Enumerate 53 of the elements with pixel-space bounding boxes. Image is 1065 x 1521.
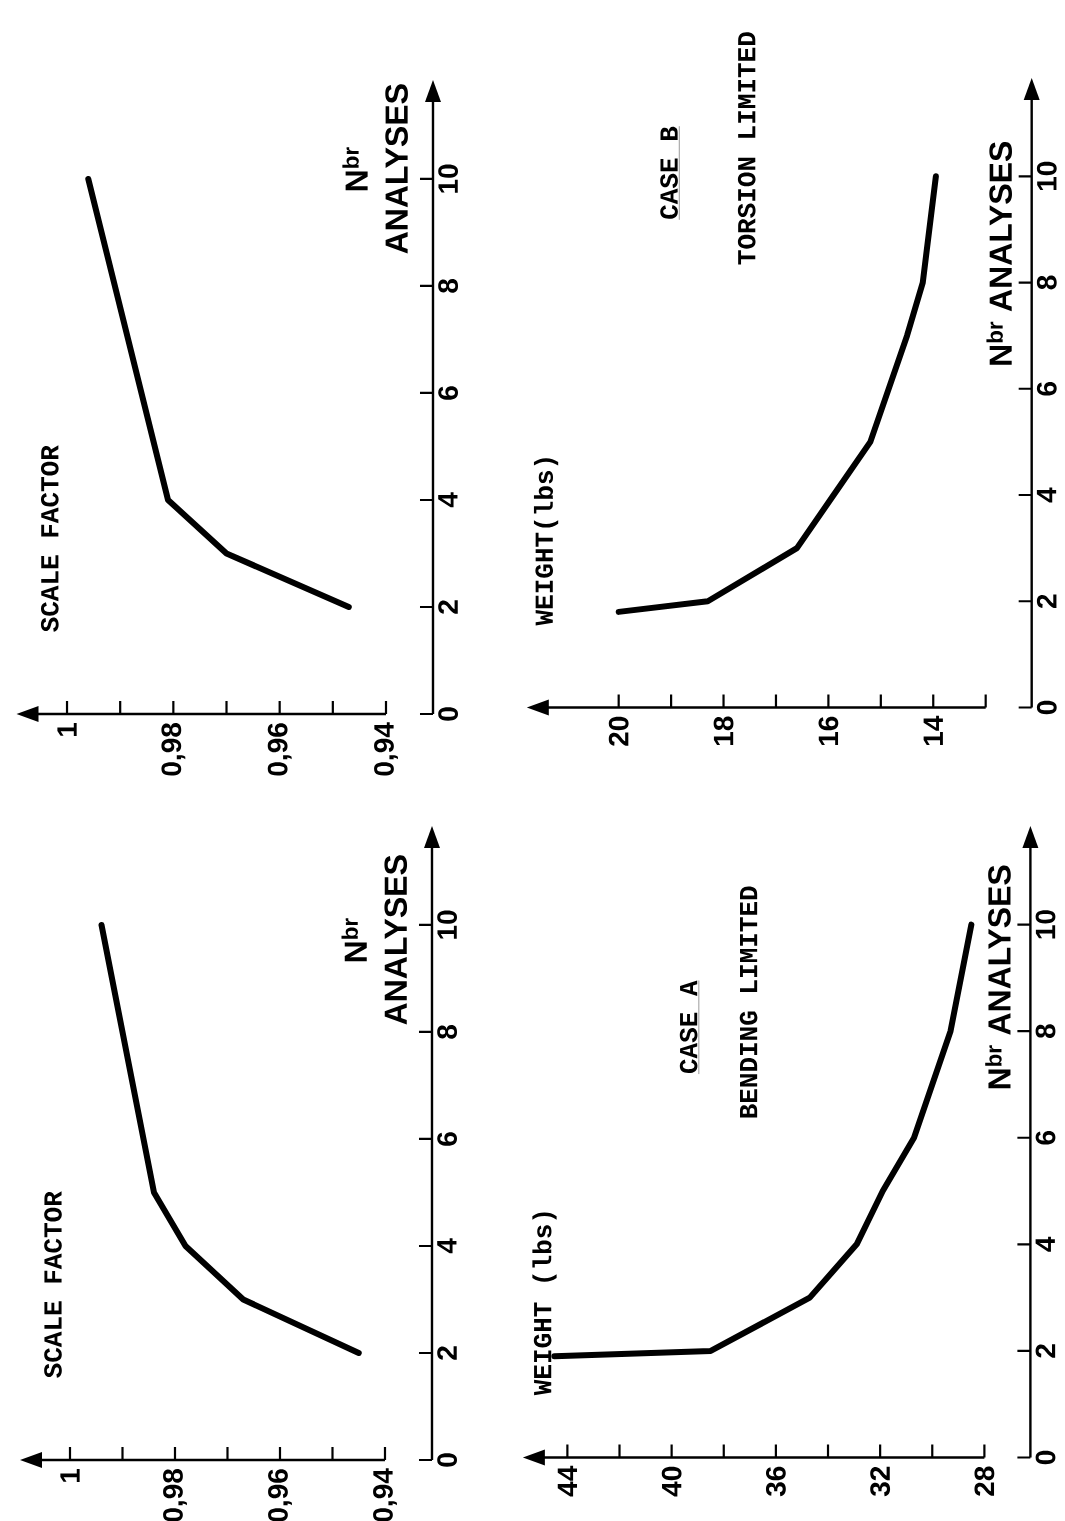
x-tick-label: 0,94 — [374, 722, 398, 776]
y-tick-label: 6 — [1035, 1130, 1056, 1145]
x-tick-label: 28 — [974, 1466, 995, 1496]
y-tick-label: 0 — [438, 707, 459, 721]
x-tick-label: 40 — [661, 1466, 682, 1497]
x-tick-label: 36 — [765, 1466, 786, 1497]
annotation: TORSION LIMITED — [737, 32, 756, 265]
annotation: SCALE FACTOR — [40, 445, 59, 632]
y-tick-label: 8 — [438, 279, 459, 293]
annotation: CASE B — [660, 126, 678, 219]
y-tick-label: 4 — [1035, 1236, 1055, 1252]
y-tick-label: 4 — [1036, 487, 1057, 503]
annotation: WEIGHT (lbs) — [532, 1212, 557, 1396]
y-tick-label: 2 — [437, 1346, 457, 1360]
y-axis-title: N$^{br}$ ANALYSES — [985, 865, 1011, 1089]
y-tick-label: 10 — [1035, 910, 1056, 939]
x-tick-label: 1 — [57, 722, 77, 737]
x-tick-label: 0,94 — [373, 1468, 397, 1521]
x-tick-label: 0,96 — [267, 723, 292, 776]
y-tick-label: 2 — [438, 600, 458, 614]
x-tick-label: 1 — [60, 1468, 80, 1483]
x-tick-label: 20 — [608, 716, 629, 746]
x-tick-label: 0,96 — [268, 1469, 292, 1521]
y-tick-label: 6 — [1036, 382, 1057, 396]
annotation: WEIGHT(lbs) — [533, 458, 559, 626]
y-tick-label: 4 — [438, 492, 458, 508]
y-tick-label: 6 — [438, 386, 459, 400]
y-tick-label: 10 — [438, 164, 459, 193]
y-axis-title: N$^{br}$ ANALYSES — [986, 141, 1012, 365]
annotation: CASE A — [679, 980, 698, 1074]
y-tick-label: 10 — [437, 910, 458, 939]
annotation: BENDING LIMITED — [739, 886, 758, 1118]
x-tick-label: 44 — [557, 1465, 578, 1497]
x-tick-label: 18 — [713, 716, 734, 746]
annotation: SCALE FACTOR — [44, 1191, 62, 1378]
y-tick-label: 8 — [1036, 275, 1057, 290]
x-tick-label: 14 — [923, 715, 943, 746]
y-tick-label: 0 — [1035, 1450, 1056, 1465]
x-tick-label: 32 — [870, 1466, 891, 1497]
y-tick-label: 2 — [1036, 594, 1057, 609]
x-tick-label: 16 — [818, 716, 839, 746]
y-tick-label: 10 — [1036, 161, 1057, 191]
y-tick-label: 0 — [437, 1453, 458, 1467]
y-tick-label: 0 — [1036, 700, 1057, 715]
x-tick-label: 0,98 — [161, 723, 186, 776]
y-tick-label: 4 — [437, 1238, 457, 1254]
y-tick-label: 6 — [437, 1132, 458, 1146]
y-axis-title: N$^{br}$ ANALYSES — [341, 855, 408, 1025]
y-tick-label: 8 — [437, 1025, 458, 1039]
x-tick-label: 0,98 — [163, 1469, 187, 1521]
y-tick-label: 2 — [1035, 1344, 1056, 1358]
y-tick-label: 8 — [1035, 1024, 1056, 1039]
y-axis-title: N$^{br}$ ANALYSES — [342, 84, 408, 254]
